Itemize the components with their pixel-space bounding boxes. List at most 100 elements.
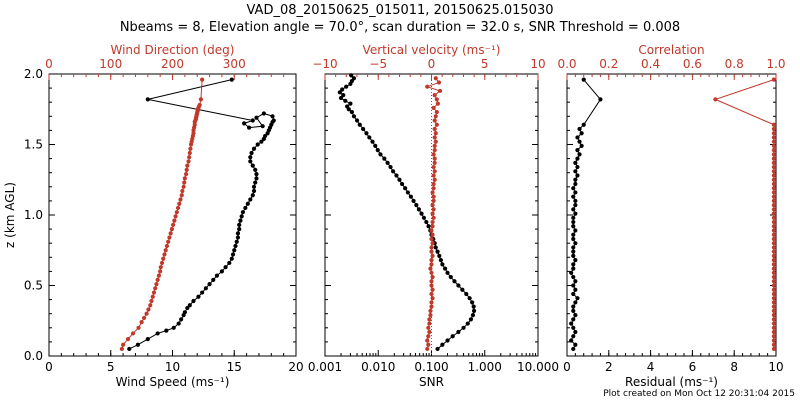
data-point xyxy=(428,266,433,271)
data-point xyxy=(169,227,174,232)
data-point xyxy=(337,90,342,95)
data-point xyxy=(167,235,172,240)
data-point xyxy=(431,181,436,187)
series-line xyxy=(339,75,475,350)
data-point xyxy=(251,188,257,194)
data-point xyxy=(340,87,345,92)
data-point xyxy=(461,325,466,330)
y-tick-label: 0.5 xyxy=(24,279,43,293)
data-point xyxy=(430,203,435,208)
data-point xyxy=(771,317,777,322)
data-point xyxy=(713,97,718,102)
data-point xyxy=(424,219,429,225)
data-point xyxy=(373,143,378,149)
data-point xyxy=(341,93,346,98)
x-axis-label: Wind Speed (ms⁻¹) xyxy=(116,375,230,389)
data-point xyxy=(771,198,777,203)
data-point xyxy=(182,176,187,181)
data-point xyxy=(771,77,777,82)
data-point xyxy=(253,180,258,185)
data-point xyxy=(571,308,576,313)
data-point xyxy=(182,180,187,185)
data-point xyxy=(427,329,432,335)
data-point xyxy=(569,321,574,326)
data-point xyxy=(357,122,362,127)
data-point xyxy=(230,252,236,257)
data-point xyxy=(571,346,576,352)
data-point xyxy=(237,222,242,227)
data-point xyxy=(569,270,574,275)
data-point xyxy=(164,328,169,333)
x2-tick-label: 200 xyxy=(161,57,184,71)
data-point xyxy=(571,291,576,297)
data-point xyxy=(437,253,442,258)
data-point xyxy=(414,203,419,208)
data-point xyxy=(433,245,438,250)
data-point xyxy=(338,95,344,101)
data-point xyxy=(771,258,777,263)
data-point xyxy=(436,80,442,85)
data-point xyxy=(573,228,578,233)
data-point xyxy=(430,224,435,229)
data-point xyxy=(464,291,469,297)
data-point xyxy=(448,274,453,280)
data-point xyxy=(177,201,182,206)
data-point xyxy=(573,211,578,216)
data-point xyxy=(445,338,450,343)
data-point xyxy=(771,194,777,199)
data-point xyxy=(577,152,582,157)
data-point xyxy=(232,248,237,253)
data-point xyxy=(219,269,224,274)
data-point xyxy=(571,283,576,288)
data-point xyxy=(421,215,427,220)
data-point xyxy=(130,331,136,336)
data-point xyxy=(154,281,159,287)
data-point xyxy=(425,346,430,352)
y-tick-label: 0.0 xyxy=(24,349,43,363)
data-point xyxy=(440,342,445,347)
data-point xyxy=(771,122,777,127)
panel-left: 0.0 0.5 1.0 1.5 2.0 z (km AGL) 0 5 10 15 20 Wind Sp… xyxy=(3,43,304,389)
data-point xyxy=(178,197,183,202)
x2-tick-label: 0.0 xyxy=(557,57,576,71)
data-point xyxy=(229,77,234,82)
x2-tick-label: 300 xyxy=(223,57,246,71)
data-point xyxy=(771,283,777,288)
data-point xyxy=(162,252,167,257)
panel-right: 0 2 4 6 8 10 Residual (ms⁻¹) 0.0 0.2 0.4 0.6 0.8 1.0… xyxy=(557,43,785,389)
data-point xyxy=(771,342,777,347)
data-point xyxy=(148,303,153,308)
data-point xyxy=(426,334,431,339)
data-point xyxy=(416,207,422,212)
data-point xyxy=(243,205,248,211)
data-point xyxy=(429,236,434,242)
data-point xyxy=(248,155,253,160)
data-point xyxy=(573,203,578,208)
data-point xyxy=(450,334,455,339)
data-point xyxy=(771,143,777,149)
data-point xyxy=(183,172,189,177)
data-point xyxy=(179,193,184,198)
x-tick-label: 0.001 xyxy=(308,360,342,374)
data-point xyxy=(233,243,238,249)
data-point xyxy=(432,156,437,161)
data-point xyxy=(771,313,777,318)
data-point xyxy=(405,190,410,195)
data-point xyxy=(349,109,354,115)
data-point xyxy=(261,111,266,116)
data-point xyxy=(159,260,165,266)
data-point xyxy=(426,325,431,330)
data-point xyxy=(430,241,435,246)
data-point xyxy=(207,281,212,287)
data-point xyxy=(176,321,181,326)
x2-tick-label: −10 xyxy=(312,57,337,71)
data-point xyxy=(171,222,176,227)
data-point xyxy=(394,173,399,178)
x-tick-label: 0.100 xyxy=(414,360,448,374)
data-point xyxy=(430,296,435,301)
data-point xyxy=(573,160,578,165)
data-point xyxy=(771,253,777,258)
data-point xyxy=(573,279,578,284)
data-point xyxy=(426,224,431,229)
